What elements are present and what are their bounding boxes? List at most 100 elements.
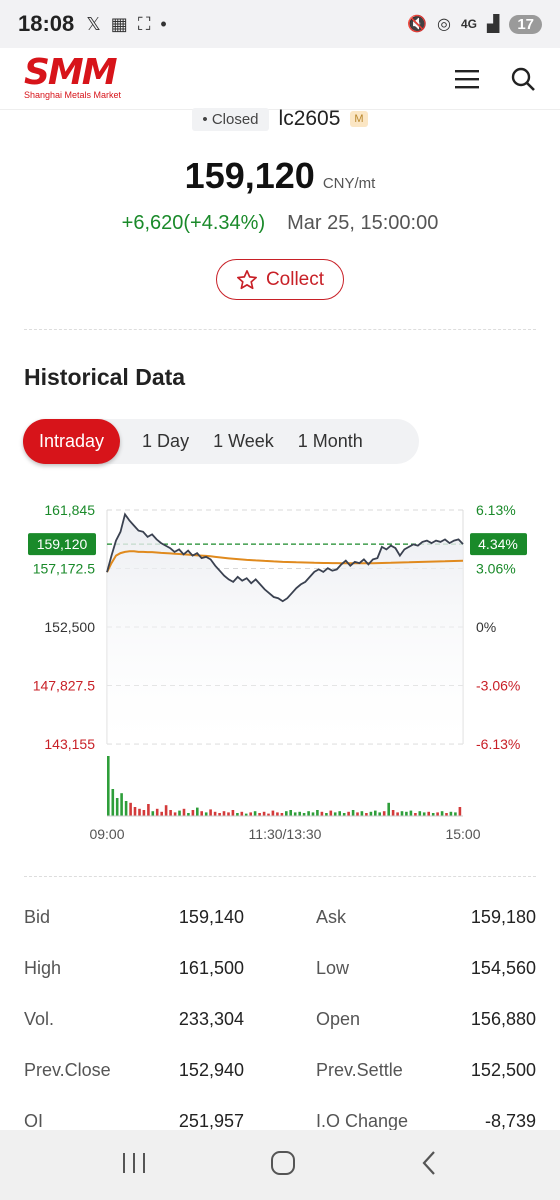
screenshot-icon: ⛶ <box>137 13 151 34</box>
volume-bar <box>107 756 110 816</box>
volume-bar <box>298 811 301 816</box>
y-tick-label-left: 152,500 <box>44 619 95 635</box>
volume-bar <box>431 813 435 816</box>
volume-bar <box>258 813 261 816</box>
stat-label: Vol. <box>24 1009 55 1029</box>
menu-icon[interactable] <box>454 66 480 92</box>
volume-bar <box>209 809 212 816</box>
change-row: +6,620(+4.34%) Mar 25, 15:00:00 <box>0 212 560 235</box>
volume-bar <box>164 805 168 816</box>
stat-value: 159,140 <box>178 907 244 927</box>
search-icon[interactable] <box>510 66 536 92</box>
back-icon[interactable] <box>419 1150 439 1181</box>
tab-1-day[interactable]: 1 Day <box>142 431 190 451</box>
stat-value: 152,500 <box>470 1060 536 1080</box>
volume-bar <box>196 807 199 816</box>
volume-bar <box>138 808 141 816</box>
divider <box>24 329 536 330</box>
average-price-line <box>106 550 464 573</box>
star-icon <box>236 269 257 289</box>
stat-row: Prev.Close 152,940 Prev.Settle 152,500 <box>24 1045 536 1096</box>
volume-bar <box>231 810 235 816</box>
volume-bar <box>289 810 292 816</box>
volume-bar <box>400 811 404 816</box>
volume-bar <box>178 810 181 816</box>
home-icon[interactable] <box>270 1150 296 1181</box>
market-status-badge: • Closed <box>192 107 269 131</box>
symbol-row: • Closed lc2605 M <box>0 107 560 131</box>
stat-row: Vol. 233,304 Open 156,880 <box>24 994 536 1045</box>
y-tick-label-right: 6.13% <box>476 502 516 518</box>
volume-bar <box>133 807 137 816</box>
dot-icon: • <box>160 13 167 34</box>
volume-bar <box>151 811 155 816</box>
volume-bar <box>240 811 244 816</box>
volume-bar <box>276 812 279 816</box>
volume-bar <box>222 811 226 816</box>
smm-logo[interactable]: SMM Shanghai Metals Market <box>24 52 121 101</box>
volume-bar <box>325 813 328 816</box>
stat-value: 251,957 <box>178 1111 244 1131</box>
volume-bar <box>155 808 159 816</box>
intraday-chart[interactable]: 161,845 6.13% 157,172.5 3.06% 152,500 0% 147,8… <box>0 494 560 854</box>
stat-label: Prev.Settle <box>316 1060 403 1080</box>
current-pct-label: 4.34% <box>478 536 518 552</box>
tab-intraday[interactable]: Intraday <box>23 419 121 464</box>
volume-bar <box>440 811 444 816</box>
tab-1-week[interactable]: 1 Week <box>213 431 274 451</box>
x-tick-label: 09:00 <box>89 826 124 842</box>
stat-label: Prev.Close <box>24 1060 111 1080</box>
volume-bar <box>182 808 186 816</box>
volume-bar <box>187 813 190 816</box>
section-title: Historical Data <box>24 364 186 390</box>
volume-bar <box>369 811 373 816</box>
y-tick-label-right: -3.06% <box>476 678 520 694</box>
stat-value: 159,180 <box>470 907 536 927</box>
volume-bar <box>382 811 386 816</box>
volume-bar <box>213 811 217 816</box>
volume-bar <box>422 812 426 816</box>
contract-symbol: lc2605 <box>278 107 341 130</box>
volume-bar <box>129 802 132 816</box>
volume-bar <box>111 789 115 816</box>
stat-label: Low <box>316 958 350 978</box>
volume-bar <box>307 811 310 816</box>
volume-bar <box>333 812 337 816</box>
y-tick-label-left: 147,827.5 <box>33 678 95 694</box>
tab-1-month[interactable]: 1 Month <box>297 431 363 451</box>
stat-row: Bid 159,140 Ask 159,180 <box>24 892 536 943</box>
calendar-icon: ▦ <box>110 13 128 34</box>
quote-timestamp: Mar 25, 15:00:00 <box>287 212 439 234</box>
volume-bar <box>253 811 257 816</box>
volume-bar <box>396 812 399 816</box>
volume-bar <box>405 811 408 816</box>
system-nav-bar <box>0 1130 560 1200</box>
stat-value: -8,739 <box>484 1111 536 1131</box>
volume-bar <box>387 802 390 816</box>
volume-bar <box>311 812 315 816</box>
y-tick-label-left: 143,155 <box>44 736 95 752</box>
volume-bar <box>124 801 128 816</box>
volume-bar <box>227 812 230 816</box>
volume-bar <box>244 813 248 816</box>
volume-bar <box>356 812 359 816</box>
y-tick-label-left: 157,172.5 <box>33 561 95 577</box>
volume-bar <box>436 812 439 816</box>
volume-bar <box>365 813 368 816</box>
divider <box>24 876 536 877</box>
notification-icons: 𝕏 ▦ ⛶ • <box>86 14 166 35</box>
volume-bar <box>449 811 453 816</box>
signal-icon: ▟ <box>487 16 500 33</box>
stat-value: 161,500 <box>178 958 244 978</box>
stat-label: High <box>24 958 62 978</box>
volume-bar <box>120 793 123 816</box>
logo-mark: SMM <box>24 52 118 93</box>
collect-button[interactable]: Collect <box>216 259 344 300</box>
y-tick-label-left: 161,845 <box>44 502 95 518</box>
x-tick-label: 15:00 <box>445 826 480 842</box>
volume-bar <box>115 798 119 816</box>
stats-table: Bid 159,140 Ask 159,180 High 161,500 Low… <box>24 892 536 1147</box>
recent-apps-icon[interactable] <box>121 1151 147 1180</box>
volume-bar <box>454 812 457 816</box>
volume-bar <box>204 812 208 816</box>
